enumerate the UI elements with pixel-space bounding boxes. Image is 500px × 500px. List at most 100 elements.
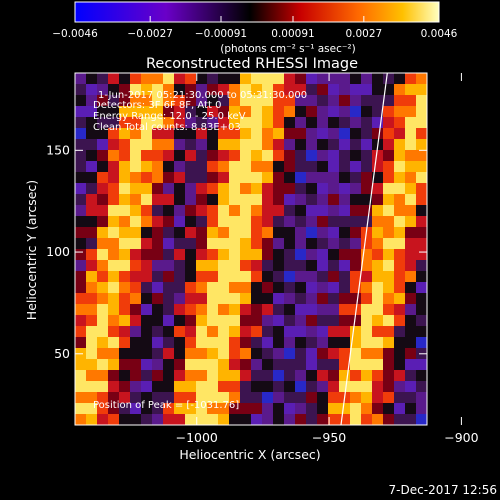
heatmap-cell bbox=[251, 293, 262, 304]
heatmap-cell bbox=[108, 304, 119, 315]
heatmap-cell bbox=[394, 337, 405, 348]
heatmap-cell bbox=[295, 304, 306, 315]
heatmap-cell bbox=[306, 183, 317, 194]
heatmap-cell bbox=[273, 172, 284, 183]
heatmap-cell bbox=[185, 348, 196, 359]
heatmap-cell bbox=[108, 216, 119, 227]
heatmap-cell bbox=[141, 315, 152, 326]
heatmap-cell bbox=[350, 227, 361, 238]
heatmap-cell bbox=[328, 403, 339, 414]
heatmap-cell bbox=[372, 348, 383, 359]
heatmap-cell bbox=[405, 414, 416, 425]
heatmap-cell bbox=[229, 315, 240, 326]
heatmap-cell bbox=[86, 139, 97, 150]
heatmap-cell bbox=[339, 381, 350, 392]
heatmap-cell bbox=[229, 260, 240, 271]
heatmap-cell bbox=[394, 150, 405, 161]
heatmap-cell bbox=[306, 161, 317, 172]
colorbar-ticks: −0.0046 −0.0027 −0.00091 0.00091 0.0027 0.004… bbox=[52, 16, 458, 40]
heatmap-cell bbox=[405, 293, 416, 304]
heatmap-cell bbox=[130, 161, 141, 172]
heatmap-cell bbox=[372, 326, 383, 337]
heatmap-cell bbox=[141, 392, 152, 403]
heatmap-cell bbox=[405, 172, 416, 183]
heatmap-cell bbox=[86, 381, 97, 392]
heatmap-cell bbox=[284, 73, 295, 84]
heatmap-cell bbox=[185, 337, 196, 348]
heatmap-cell bbox=[218, 348, 229, 359]
heatmap-cell bbox=[251, 216, 262, 227]
heatmap-cell bbox=[185, 73, 196, 84]
heatmap-cell bbox=[361, 414, 372, 425]
heatmap-cell bbox=[130, 205, 141, 216]
heatmap-cell bbox=[207, 172, 218, 183]
heatmap-cell bbox=[141, 337, 152, 348]
heatmap-cell bbox=[229, 106, 240, 117]
heatmap-cell bbox=[218, 370, 229, 381]
heatmap-cell bbox=[328, 84, 339, 95]
heatmap-cell bbox=[339, 293, 350, 304]
heatmap-cell bbox=[163, 95, 174, 106]
heatmap-cell bbox=[361, 117, 372, 128]
heatmap-cell bbox=[295, 172, 306, 183]
heatmap-cell bbox=[152, 392, 163, 403]
heatmap-cell bbox=[262, 304, 273, 315]
heatmap-cell bbox=[339, 326, 350, 337]
heatmap-cell bbox=[152, 106, 163, 117]
heatmap-cell bbox=[394, 315, 405, 326]
heatmap-cell bbox=[328, 238, 339, 249]
heatmap-cell bbox=[394, 106, 405, 117]
annotation-text: Clean Total counts: 8.83E+03 bbox=[93, 122, 241, 133]
heatmap-cell bbox=[361, 326, 372, 337]
heatmap-cell bbox=[284, 249, 295, 260]
heatmap-cell bbox=[240, 205, 251, 216]
heatmap-cell bbox=[119, 161, 130, 172]
heatmap-cell bbox=[350, 194, 361, 205]
heatmap-cell bbox=[218, 260, 229, 271]
heatmap-cell bbox=[372, 183, 383, 194]
heatmap-cell bbox=[295, 403, 306, 414]
heatmap-cell bbox=[262, 370, 273, 381]
heatmap-cell bbox=[251, 337, 262, 348]
heatmap-cell bbox=[394, 205, 405, 216]
heatmap-cell bbox=[361, 348, 372, 359]
heatmap-cell bbox=[361, 172, 372, 183]
heatmap-cell bbox=[251, 348, 262, 359]
heatmap-cell bbox=[75, 359, 86, 370]
heatmap-cell bbox=[108, 392, 119, 403]
heatmap-cell bbox=[152, 249, 163, 260]
heatmap-cell bbox=[339, 150, 350, 161]
heatmap-cell bbox=[405, 337, 416, 348]
heatmap-cell bbox=[405, 315, 416, 326]
heatmap-cell bbox=[152, 348, 163, 359]
heatmap-cell bbox=[361, 128, 372, 139]
heatmap-cell bbox=[108, 238, 119, 249]
heatmap-cell bbox=[295, 337, 306, 348]
heatmap-cell bbox=[119, 337, 130, 348]
heatmap-cell bbox=[130, 326, 141, 337]
heatmap-cell bbox=[229, 392, 240, 403]
heatmap-cell bbox=[163, 161, 174, 172]
heatmap-cell bbox=[86, 194, 97, 205]
heatmap-cell bbox=[174, 403, 185, 414]
heatmap-cell bbox=[405, 150, 416, 161]
heatmap-cell bbox=[196, 348, 207, 359]
heatmap-cell bbox=[251, 304, 262, 315]
heatmap-cell bbox=[295, 106, 306, 117]
heatmap-cell bbox=[284, 337, 295, 348]
heatmap-cell bbox=[207, 227, 218, 238]
heatmap-cell bbox=[75, 150, 86, 161]
heatmap-cell bbox=[317, 194, 328, 205]
heatmap-cell bbox=[306, 216, 317, 227]
axis-ticks: −1000 −950 −900 50 100 150 bbox=[46, 73, 479, 445]
heatmap-cell bbox=[405, 304, 416, 315]
heatmap-cell bbox=[262, 238, 273, 249]
heatmap-cell bbox=[251, 359, 262, 370]
heatmap-cell bbox=[229, 403, 240, 414]
heatmap-cell bbox=[361, 392, 372, 403]
heatmap-cell bbox=[361, 95, 372, 106]
heatmap-cell bbox=[405, 161, 416, 172]
heatmap-cell bbox=[328, 73, 339, 84]
heatmap-cell bbox=[262, 381, 273, 392]
heatmap-cell bbox=[251, 139, 262, 150]
